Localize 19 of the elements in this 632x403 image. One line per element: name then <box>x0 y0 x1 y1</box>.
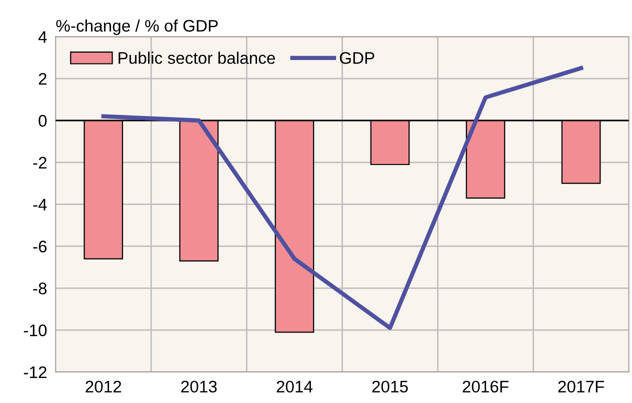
x-tick-label: 2012 <box>86 380 122 393</box>
y-tick-label: -4 <box>33 198 47 210</box>
x-tick-label: 2013 <box>181 380 217 393</box>
y-tick-label: 2 <box>38 72 46 85</box>
x-tick-label: 2014 <box>276 380 313 393</box>
y-tick-label: 0 <box>38 114 47 127</box>
y-tick-label: 4 <box>38 31 47 43</box>
x-tick-label: 2016F <box>462 380 508 393</box>
y-tick-label: -8 <box>33 282 47 294</box>
x-tick-label: 2017F <box>558 380 604 393</box>
legend-label: Public sector balance <box>118 52 275 64</box>
y-tick-label: -10 <box>24 324 47 336</box>
y-axis-title: %-change / % of GDP <box>56 19 218 35</box>
x-tick-label: 2015 <box>372 380 408 393</box>
legend-label: GDP <box>340 52 374 64</box>
line-series <box>101 66 584 330</box>
y-tick-label: -6 <box>33 240 47 252</box>
y-tick-label: -12 <box>24 366 46 378</box>
y-tick-label: -2 <box>33 156 46 168</box>
